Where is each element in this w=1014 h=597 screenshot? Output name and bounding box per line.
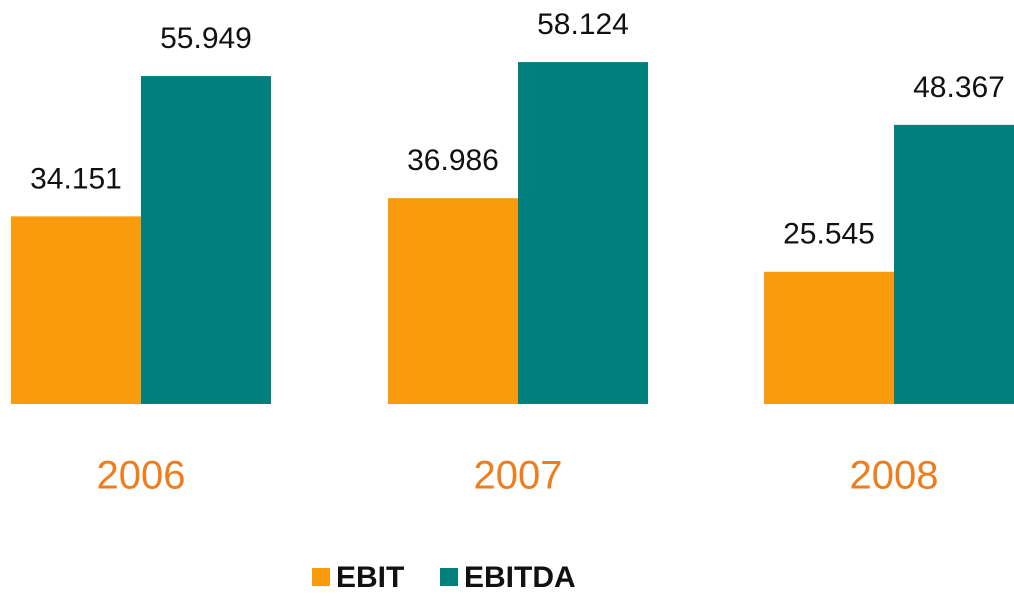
bar bbox=[11, 216, 141, 404]
legend-swatch bbox=[312, 568, 330, 586]
legend-swatch bbox=[440, 568, 458, 586]
value-label: 36.986 bbox=[407, 144, 499, 177]
bar bbox=[764, 271, 894, 404]
legend-label: EBIT bbox=[336, 561, 404, 594]
x-tick-label: 2008 bbox=[850, 454, 939, 498]
value-label: 34.151 bbox=[30, 162, 122, 195]
bar bbox=[518, 62, 648, 405]
value-label: 58.124 bbox=[537, 8, 629, 41]
legend-label: EBITDA bbox=[464, 561, 576, 594]
value-label: 25.545 bbox=[783, 218, 875, 251]
bar bbox=[894, 124, 1014, 405]
x-tick-label: 2007 bbox=[474, 454, 563, 498]
value-label: 48.367 bbox=[913, 71, 1005, 104]
bar bbox=[141, 76, 271, 405]
value-label: 55.949 bbox=[160, 22, 252, 55]
bar bbox=[388, 198, 518, 404]
x-tick-label: 2006 bbox=[97, 454, 186, 498]
